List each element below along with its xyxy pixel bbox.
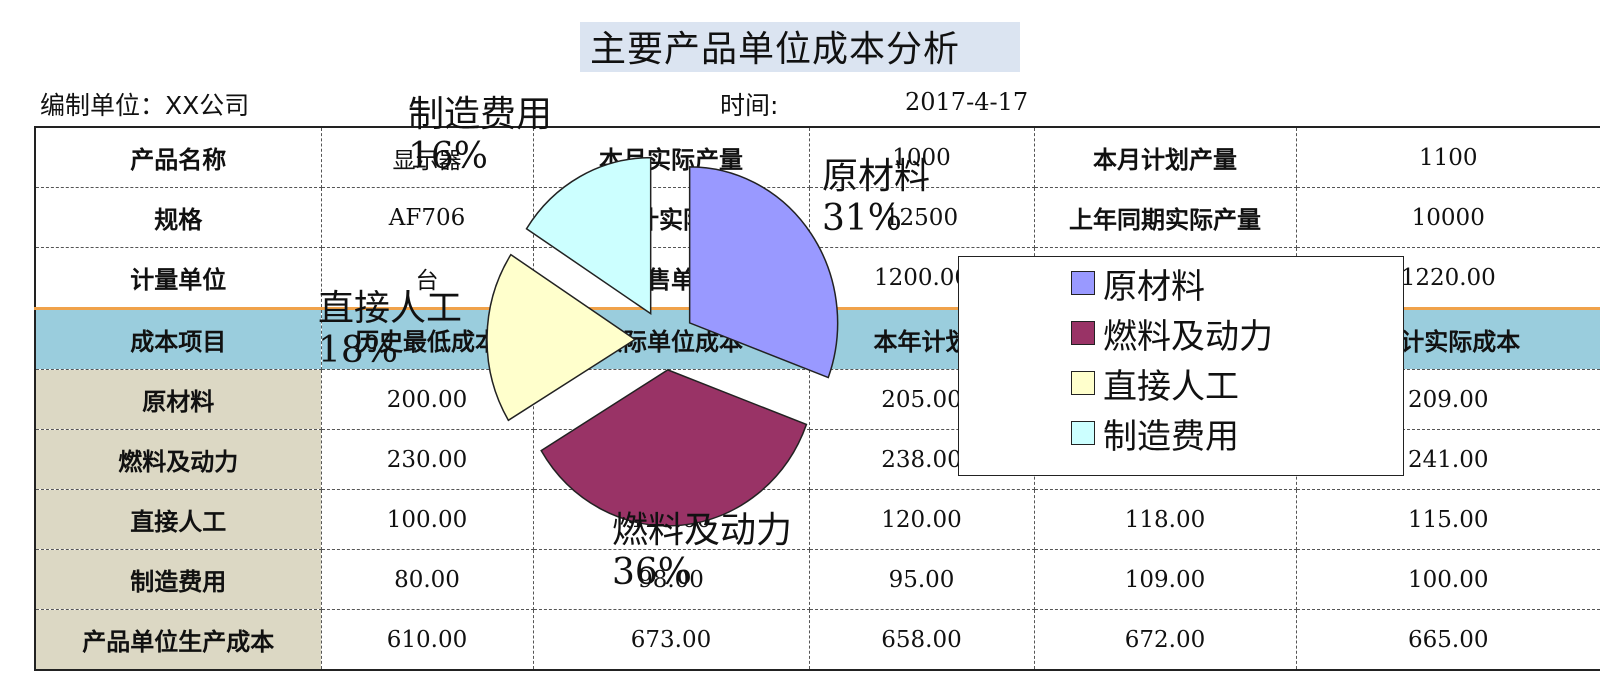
cell: 本月计划产量 xyxy=(1033,126,1297,188)
column-header: 成本项目 xyxy=(34,307,322,370)
legend-item: 制造费用 xyxy=(1071,411,1239,457)
cell: 120.00 xyxy=(808,489,1035,550)
legend-label: 直接人工 xyxy=(1103,366,1239,407)
cell: 产品名称 xyxy=(34,126,322,188)
data-label-name: 原材料 xyxy=(822,156,931,197)
legend-swatch xyxy=(1071,421,1095,445)
table-row: 制造费用 80.00 98.00 95.00 109.00 100.00 xyxy=(34,549,1600,610)
cell: AF706 xyxy=(320,187,534,248)
cell: 12500 xyxy=(808,187,1035,248)
legend-swatch xyxy=(1071,371,1095,395)
cell: 200.00 xyxy=(320,369,534,430)
data-label-percent: 18% xyxy=(318,330,399,371)
cell: 80.00 xyxy=(320,549,534,610)
unit-label: 编制单位：XX公司 xyxy=(40,91,250,120)
cell: 665.00 xyxy=(1295,609,1600,671)
cell: 109.00 xyxy=(1033,549,1297,610)
legend-swatch xyxy=(1071,321,1095,345)
info-row: 产品名称 显示器 本月实际产量 1000 本月计划产量 1100 xyxy=(34,126,1600,188)
cell: 118.00 xyxy=(1033,489,1297,550)
cell: 1000 xyxy=(808,126,1035,188)
legend-label: 燃料及动力 xyxy=(1103,316,1273,357)
info-row: 规格 AF706 本年计实际产量 12500 上年同期实际产量 10000 xyxy=(34,187,1600,248)
cell: 95.00 xyxy=(808,549,1035,610)
cell: 计量单位 xyxy=(34,247,322,309)
legend-label: 原材料 xyxy=(1103,266,1205,307)
legend-label: 制造费用 xyxy=(1103,416,1239,457)
cell: 672.00 xyxy=(1033,609,1297,671)
data-label-name: 直接人工 xyxy=(318,288,463,329)
cell: 610.00 xyxy=(320,609,534,671)
row-label: 直接人工 xyxy=(34,489,322,550)
cell: 本月实际产量 xyxy=(532,126,810,188)
table-row: 直接人工 100.00 125.00 120.00 118.00 115.00 xyxy=(34,489,1600,550)
cell: 显示器 xyxy=(320,126,534,188)
row-label: 产品单位生产成本 xyxy=(34,609,322,671)
cell: 673.00 xyxy=(532,609,810,671)
data-label-name: 燃料及动力 xyxy=(612,510,793,551)
data-label-percent: 16% xyxy=(408,136,489,177)
cell: 115.00 xyxy=(1295,489,1600,550)
data-label-manufacturing-overhead: 制造费用 16% xyxy=(408,94,552,178)
legend-item: 燃料及动力 xyxy=(1071,311,1273,357)
data-label-percent: 36% xyxy=(612,552,693,593)
cell: 100.00 xyxy=(320,489,534,550)
table-row: 产品单位生产成本 610.00 673.00 658.00 672.00 665… xyxy=(34,609,1600,671)
data-label-name: 制造费用 xyxy=(408,94,553,135)
cell: 658.00 xyxy=(808,609,1035,671)
data-label-raw-material: 原材料 31% xyxy=(822,156,930,240)
column-header: 实际单位成本 xyxy=(532,307,810,370)
legend-item: 原材料 xyxy=(1071,261,1205,307)
row-label: 原材料 xyxy=(34,369,322,430)
cell: 销售单价 xyxy=(532,247,810,309)
cell: 上年同期实际产量 xyxy=(1033,187,1297,248)
cell: 230.00 xyxy=(320,429,534,490)
cell: 10000 xyxy=(1295,187,1600,248)
legend-item: 直接人工 xyxy=(1071,361,1239,407)
time-value: 2017-4-17 xyxy=(905,88,1029,116)
cell: 100.00 xyxy=(1295,549,1600,610)
chart-legend: 原材料 燃料及动力 直接人工 制造费用 xyxy=(958,256,1404,476)
data-label-fuel-power: 燃料及动力 36% xyxy=(612,510,792,594)
cell: 规格 xyxy=(34,187,322,248)
row-label: 制造费用 xyxy=(34,549,322,610)
title-highlight xyxy=(580,22,1020,72)
cell: 1100 xyxy=(1295,126,1600,188)
data-label-percent: 31% xyxy=(822,198,903,239)
page-title: 主要产品单位成本分析 xyxy=(590,29,961,70)
time-label: 时间: xyxy=(720,91,779,120)
cell xyxy=(532,369,810,430)
data-label-direct-labor: 直接人工 18% xyxy=(318,288,462,372)
cell xyxy=(532,429,810,490)
legend-swatch xyxy=(1071,271,1095,295)
row-label: 燃料及动力 xyxy=(34,429,322,490)
cell: 本年计实际产量 xyxy=(532,187,810,248)
